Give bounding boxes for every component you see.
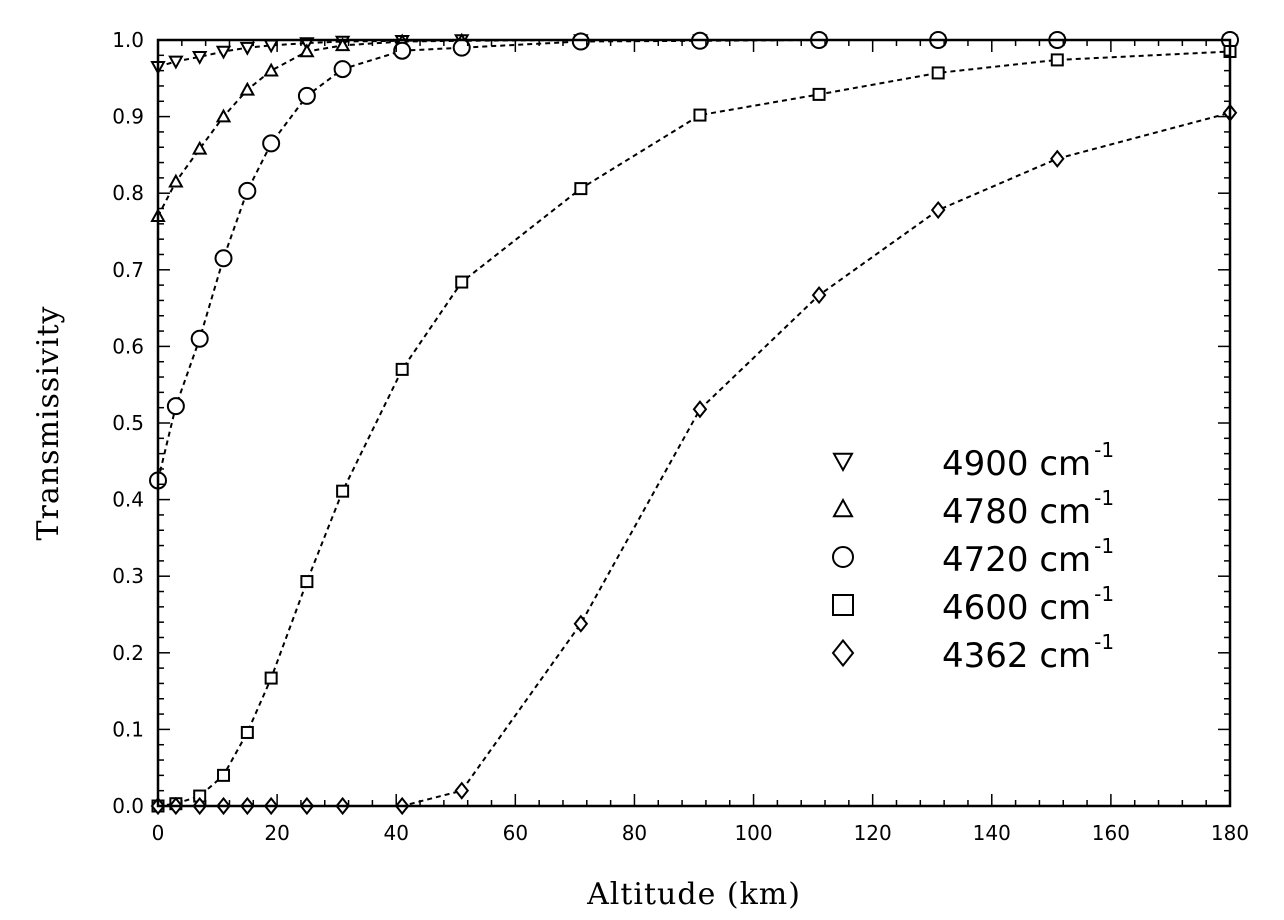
data-point — [191, 140, 208, 155]
data-point — [930, 200, 946, 220]
legend-unit-exponent: -1 — [1094, 534, 1114, 558]
x-tick-label: 120 — [854, 821, 892, 845]
data-point — [692, 400, 708, 419]
y-tick-label: 0.3 — [112, 564, 144, 588]
data-point — [573, 614, 589, 633]
y-tick-label: 0.5 — [112, 411, 144, 435]
legend-label: 4362 cm — [942, 636, 1091, 676]
series-line — [157, 39, 1230, 217]
data-point — [240, 725, 254, 739]
series-line — [157, 39, 1230, 481]
data-point — [215, 108, 232, 123]
x-axis-title: Altitude (km) — [586, 877, 801, 912]
data-point — [336, 484, 350, 498]
data-point — [455, 275, 469, 289]
data-point — [297, 86, 316, 105]
data-point — [263, 62, 279, 77]
data-point — [931, 66, 945, 80]
data-point — [454, 781, 470, 800]
data-point — [166, 397, 185, 416]
data-point — [1050, 53, 1064, 67]
legend-label: 4780 cm — [942, 492, 1091, 532]
x-tick-label: 80 — [622, 821, 647, 845]
legend-label: 4720 cm — [942, 540, 1091, 580]
x-tick-label: 100 — [734, 821, 772, 845]
x-tick-label: 160 — [1092, 821, 1130, 845]
data-point — [168, 173, 184, 188]
legend-unit-exponent: -1 — [1094, 630, 1114, 654]
y-axis-title: Transmissivity — [31, 306, 66, 541]
y-tick-label: 0.0 — [112, 794, 144, 818]
x-tick-label: 40 — [383, 821, 408, 845]
legend-entry: 4720 cm -1 — [832, 534, 1114, 580]
data-point — [300, 575, 314, 589]
x-tick-label: 60 — [503, 821, 528, 845]
legend-entry: 4600 cm -1 — [832, 582, 1114, 628]
data-point — [217, 768, 231, 782]
data-point — [262, 134, 281, 153]
y-tick-label: 0.4 — [112, 488, 144, 512]
legend-entry: 4362 cm -1 — [831, 630, 1114, 676]
legend-label: 4600 cm — [942, 588, 1091, 628]
data-point — [299, 43, 315, 58]
y-tick-label: 0.8 — [112, 181, 144, 205]
data-point — [215, 45, 232, 60]
x-tick-label: 0 — [152, 821, 165, 845]
y-tick-label: 1.0 — [112, 28, 144, 52]
data-point — [574, 182, 588, 196]
series-4 — [151, 44, 1237, 813]
legend-marker — [832, 546, 854, 568]
data-point — [239, 81, 256, 96]
x-tick-label: 20 — [264, 821, 289, 845]
data-point — [333, 60, 352, 79]
y-tick-label: 0.6 — [112, 334, 144, 358]
data-point — [168, 55, 184, 70]
legend-entry: 4900 cm -1 — [832, 438, 1114, 484]
y-tick-label: 0.2 — [112, 641, 144, 665]
data-point — [239, 41, 256, 56]
data-point — [1050, 149, 1065, 168]
series-2 — [150, 31, 1238, 222]
legend-marker — [832, 497, 854, 518]
data-point — [693, 108, 707, 122]
data-point — [264, 671, 278, 685]
data-point — [334, 37, 351, 52]
series-3 — [149, 31, 1239, 490]
legend-label: 4900 cm — [942, 444, 1091, 484]
data-point — [238, 181, 257, 200]
x-tick-label: 180 — [1211, 821, 1249, 845]
data-point — [571, 32, 590, 51]
y-tick-label: 0.1 — [112, 717, 144, 741]
tick-layer: 0 20 40 60 80 100 120 140 160 180 0.0 0.1 0.2 0.3 0.4 0… — [112, 28, 1249, 845]
legend-unit-exponent: -1 — [1094, 582, 1114, 606]
data-point — [214, 249, 233, 268]
legend-unit-exponent: -1 — [1094, 438, 1114, 462]
legend-unit-exponent: -1 — [1094, 486, 1114, 510]
series-line — [158, 111, 1231, 807]
data-point — [190, 329, 209, 348]
data-point — [191, 51, 208, 65]
legend-entry: 4780 cm -1 — [832, 486, 1114, 532]
data-point — [812, 87, 826, 101]
data-point — [393, 41, 412, 60]
y-tick-label: 0.7 — [112, 258, 144, 282]
series-line — [157, 50, 1231, 807]
data-point — [811, 285, 827, 305]
legend-marker — [832, 452, 854, 473]
x-tick-label: 140 — [973, 821, 1011, 845]
data-point — [395, 362, 409, 376]
legend-marker — [831, 638, 855, 668]
series-layer — [149, 31, 1239, 816]
y-tick-label: 0.9 — [112, 105, 144, 129]
legend-marker — [832, 594, 854, 616]
